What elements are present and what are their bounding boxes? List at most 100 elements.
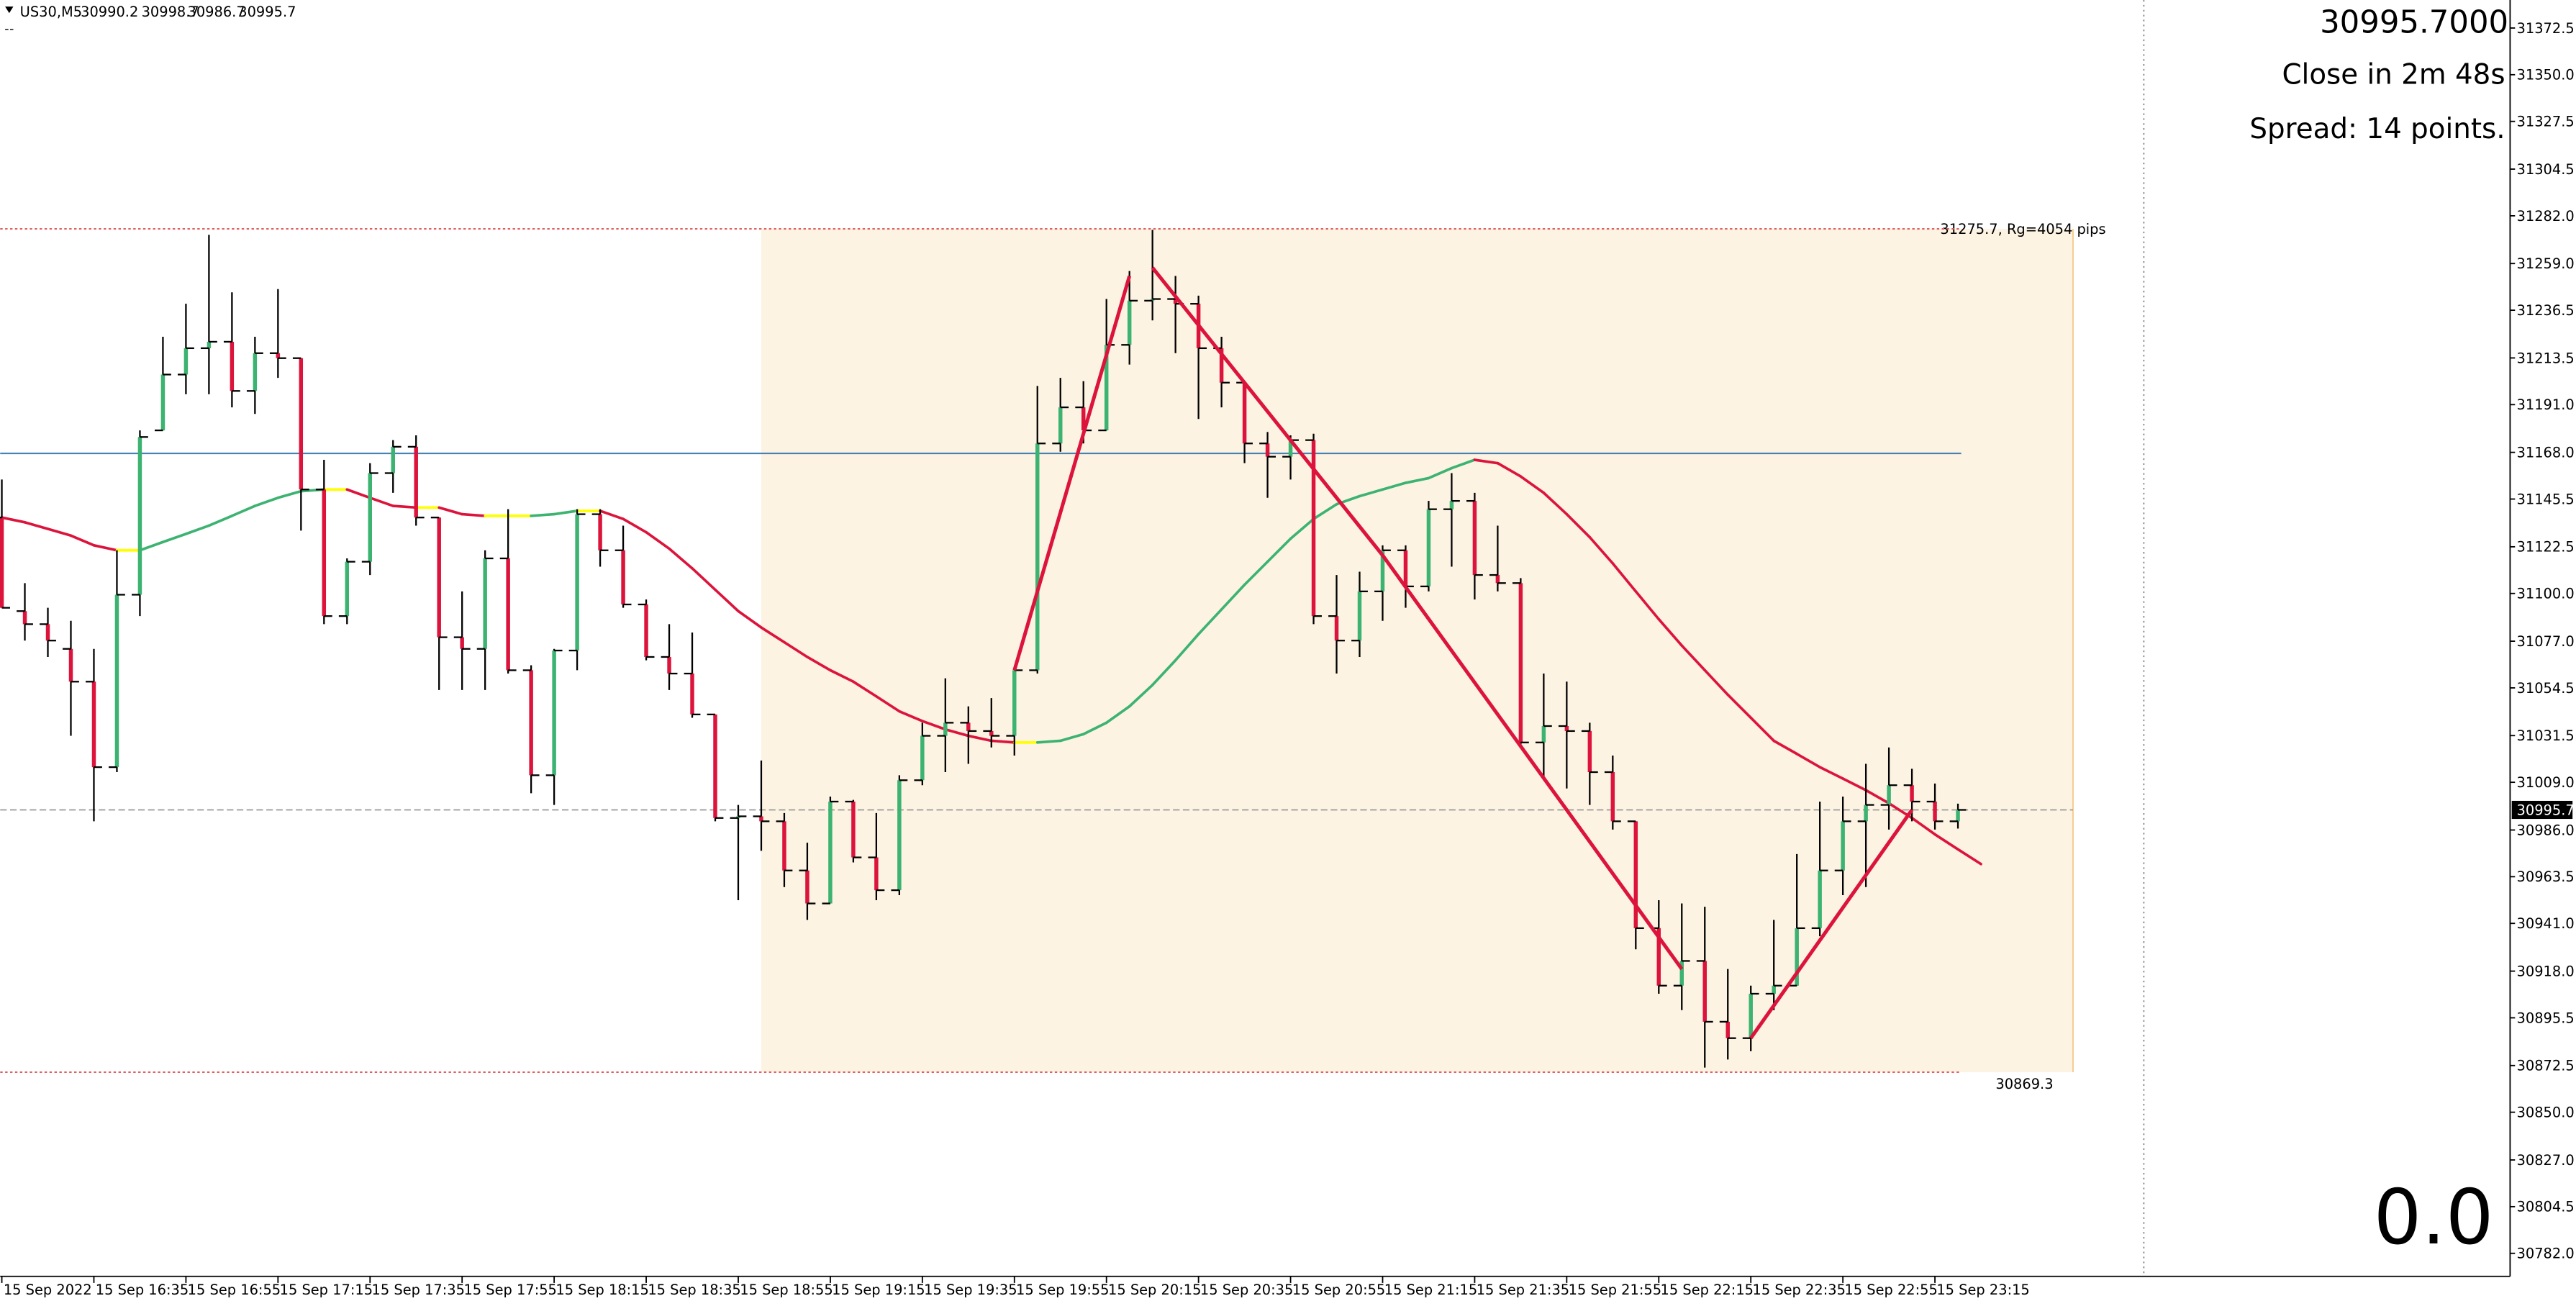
ma-segment <box>852 680 878 698</box>
ma-segment <box>737 609 763 629</box>
ma-segment <box>1220 583 1246 611</box>
header-high: 30998.7 <box>142 4 199 20</box>
ma-segment <box>184 524 211 535</box>
range-box <box>761 229 2073 1073</box>
ma-segment <box>1197 608 1223 636</box>
x-tick-label: 15 Sep 19:15 <box>832 1282 925 1298</box>
ma-segment <box>622 517 648 534</box>
ma-segment <box>1312 502 1338 521</box>
ma-segment <box>783 640 809 658</box>
x-tick-label: 15 Sep 21:35 <box>1477 1282 1569 1298</box>
range-low-label: 30869.3 <box>1995 1076 2053 1092</box>
ma-segment <box>1174 633 1200 662</box>
y-tick-label: 31304.5 <box>2517 161 2575 178</box>
ma-segment <box>1772 739 1799 756</box>
bar-layer <box>0 230 1967 1068</box>
zigzag-line <box>1749 809 1914 1040</box>
ma-segment <box>461 512 487 517</box>
ma-segment <box>1565 512 1592 539</box>
y-tick-label: 31259.0 <box>2517 255 2575 272</box>
ma-segment <box>989 739 1016 744</box>
ma-segment <box>1035 739 1062 744</box>
ma-segment <box>1473 458 1500 465</box>
y-tick-label: 30827.0 <box>2517 1152 2575 1169</box>
y-tick-label: 31031.5 <box>2517 727 2575 744</box>
y-tick-label: 31191.0 <box>2517 396 2575 413</box>
y-tick-label: 31282.0 <box>2517 208 2575 225</box>
spread: Spread: 14 points. <box>2249 113 2505 145</box>
ma-segment <box>1634 590 1661 621</box>
ma-segment <box>921 720 947 731</box>
x-tick-label: 15 Sep 16:35 <box>96 1282 189 1298</box>
ma-segment <box>1519 475 1546 494</box>
header-close: 30995.7 <box>238 4 296 20</box>
ma-segment <box>1703 668 1730 697</box>
y-tick-label: 30918.0 <box>2517 963 2575 979</box>
line-layer <box>0 228 2073 1074</box>
ma-segment <box>760 626 786 644</box>
y-tick-label: 30872.5 <box>2517 1058 2575 1074</box>
ma-segment <box>1105 704 1131 725</box>
y-tick-label: 31327.5 <box>2517 114 2575 130</box>
timer: Close in 2m 48s <box>2282 58 2505 91</box>
y-tick-label: 31009.0 <box>2517 774 2575 791</box>
ma-segment <box>668 547 694 570</box>
x-tick-label: 15 Sep 18:55 <box>740 1282 833 1298</box>
price-tag <box>2511 800 2573 820</box>
x-tick-label: 15 Sep 21:15 <box>1384 1282 1477 1298</box>
y-tick-label: 30963.5 <box>2517 869 2575 885</box>
x-tick-label: 15 Sep 20:55 <box>1292 1282 1385 1298</box>
ma-segment <box>943 727 970 738</box>
ma-segment <box>1680 644 1707 672</box>
ma-segment <box>1058 733 1085 743</box>
y-tick-label: 31054.5 <box>2517 680 2575 697</box>
ma-layer <box>0 458 1982 866</box>
ma-segment <box>368 496 395 507</box>
header-low: 30986.7 <box>188 4 245 20</box>
x-tick-label: 15 Sep 17:55 <box>463 1282 556 1298</box>
ma-segment <box>1818 766 1844 780</box>
ma-segment <box>1910 816 1936 836</box>
price-display: 30995.7000 <box>2320 5 2508 41</box>
ma-segment <box>1542 491 1569 516</box>
ma-segment <box>714 588 740 613</box>
ma-segment <box>46 527 73 538</box>
counter: 0.0 <box>2374 1174 2494 1261</box>
ma-segment <box>1404 476 1430 484</box>
y-tick-label: 31100.0 <box>2517 586 2575 602</box>
ma-segment <box>1151 658 1177 686</box>
ma-segment <box>1795 752 1821 769</box>
ma-segment <box>1496 461 1523 478</box>
ma-segment <box>1726 693 1753 720</box>
ma-segment <box>207 514 234 527</box>
menu-icon[interactable] <box>5 6 14 14</box>
ma-segment <box>553 509 579 516</box>
ma-segment <box>530 512 555 517</box>
y-tick-label: 31077.0 <box>2517 633 2575 650</box>
y-tick-label: 30782.0 <box>2517 1246 2575 1262</box>
range-box-layer: 31275.7, Rg=4054 pips 30869.3 <box>761 221 2106 1092</box>
ma-segment <box>0 516 27 524</box>
x-tick-label: 15 Sep 21:55 <box>1569 1282 1661 1298</box>
y-tick-label: 30986.0 <box>2517 822 2575 838</box>
y-tick-label: 31213.5 <box>2517 350 2575 366</box>
x-tick-label: 15 Sep 22:35 <box>1752 1282 1845 1298</box>
ma-segment <box>1841 777 1867 792</box>
x-tick-label: 15 Sep 18:35 <box>648 1282 740 1298</box>
ma-segment <box>645 530 671 550</box>
x-tick-label: 15 Sep 19:55 <box>1016 1282 1109 1298</box>
ma-segment <box>138 540 165 552</box>
ma-segment <box>1128 684 1154 708</box>
axis-layer: 31372.5 31350.0 31327.5 31304.5 31282.0 31259… <box>1 20 2575 1298</box>
y-tick-label: 31236.5 <box>2517 302 2575 319</box>
x-tick-label: 15 Sep 19:35 <box>924 1282 1017 1298</box>
ma-segment <box>1956 848 1982 866</box>
ma-segment <box>1243 560 1269 586</box>
ma-segment <box>1427 466 1453 480</box>
zigzag-line <box>1012 275 1132 671</box>
x-tick-label: 15 Sep 22:55 <box>1844 1282 1937 1298</box>
y-tick-label: 30941.0 <box>2517 915 2575 932</box>
ma-segment <box>92 544 119 552</box>
